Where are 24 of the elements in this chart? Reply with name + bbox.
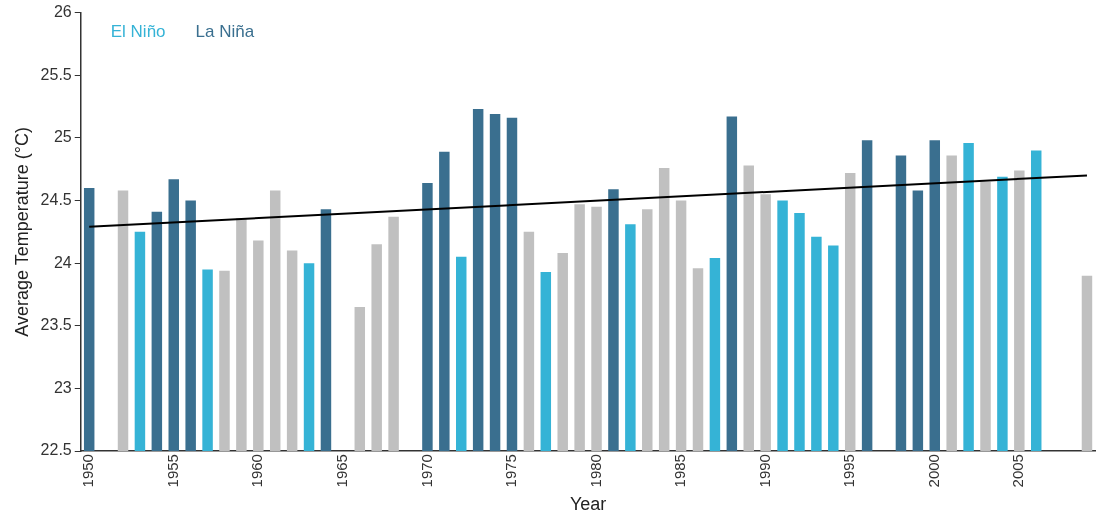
x-tick-label: 1950	[79, 454, 97, 488]
x-tick-label: 1955	[163, 454, 181, 488]
text: La Niña	[195, 22, 255, 42]
y-axis-title: Average Temperature (°C)	[11, 127, 32, 337]
x-tick-label: 2000	[924, 454, 942, 488]
x-tick-label: 1975	[502, 454, 520, 488]
y-tick-label: 26	[53, 3, 72, 21]
x-tick-label: 1970	[417, 454, 435, 488]
y-tick-label: 23.5	[40, 316, 72, 334]
text: El Niño	[110, 22, 166, 42]
x-tick-label: 1960	[248, 454, 266, 488]
y-tick-label: 24.5	[40, 190, 72, 208]
y-tick-label: 25.5	[40, 65, 72, 83]
y-tick-label: 24	[53, 253, 72, 271]
x-tick-label: 1985	[671, 454, 689, 488]
x-tick-label: 1995	[840, 454, 858, 488]
x-axis-title: Year	[569, 494, 607, 515]
x-tick-label: 2005	[1009, 454, 1027, 488]
y-tick-label: 23	[53, 378, 72, 396]
x-tick-label: 1990	[755, 454, 773, 488]
x-tick-label: 1980	[586, 454, 604, 488]
y-tick-label: 22.5	[40, 441, 72, 459]
x-tick-label: 1965	[333, 454, 351, 488]
y-tick-label: 25	[53, 128, 72, 146]
